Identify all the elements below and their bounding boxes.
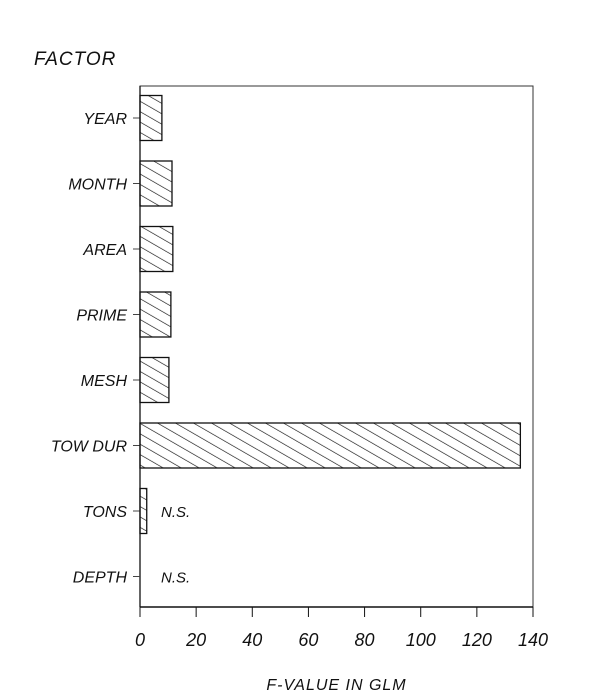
bar bbox=[139, 356, 170, 404]
x-tick-label: 60 bbox=[298, 630, 318, 650]
category-label: PRIME bbox=[76, 308, 127, 325]
bar bbox=[139, 487, 148, 535]
x-tick-label: 40 bbox=[242, 630, 262, 650]
category-label: TONS bbox=[83, 504, 127, 521]
bar bbox=[139, 94, 163, 142]
category-label: TOW DUR bbox=[51, 439, 128, 456]
bar bbox=[139, 160, 173, 207]
x-tick-label: 80 bbox=[355, 630, 375, 650]
category-label: AREA bbox=[82, 242, 127, 259]
not-significant-annotation: N.S. bbox=[161, 504, 190, 521]
bar bbox=[139, 422, 522, 469]
x-tick-label: 0 bbox=[135, 630, 145, 650]
category-label: MONTH bbox=[68, 177, 127, 194]
bar bbox=[139, 225, 174, 273]
plot-area: 0 20 40 60 80 100 120 140 F-VALUE IN GLM YEAR MONT… bbox=[51, 85, 548, 694]
x-tick-label: 140 bbox=[518, 630, 548, 650]
category-label: MESH bbox=[81, 373, 128, 390]
not-significant-annotation: N.S. bbox=[161, 570, 190, 587]
plot-frame bbox=[139, 85, 534, 608]
category-label: YEAR bbox=[83, 111, 127, 128]
x-tick-label: 100 bbox=[406, 630, 436, 650]
x-tick-label: 20 bbox=[185, 630, 206, 650]
x-tick-label: 120 bbox=[462, 630, 492, 650]
bar bbox=[139, 291, 172, 338]
x-axis-title: F-VALUE IN GLM bbox=[266, 677, 406, 694]
category-label: DEPTH bbox=[73, 570, 128, 587]
y-axis-title: FACTOR bbox=[34, 49, 117, 70]
